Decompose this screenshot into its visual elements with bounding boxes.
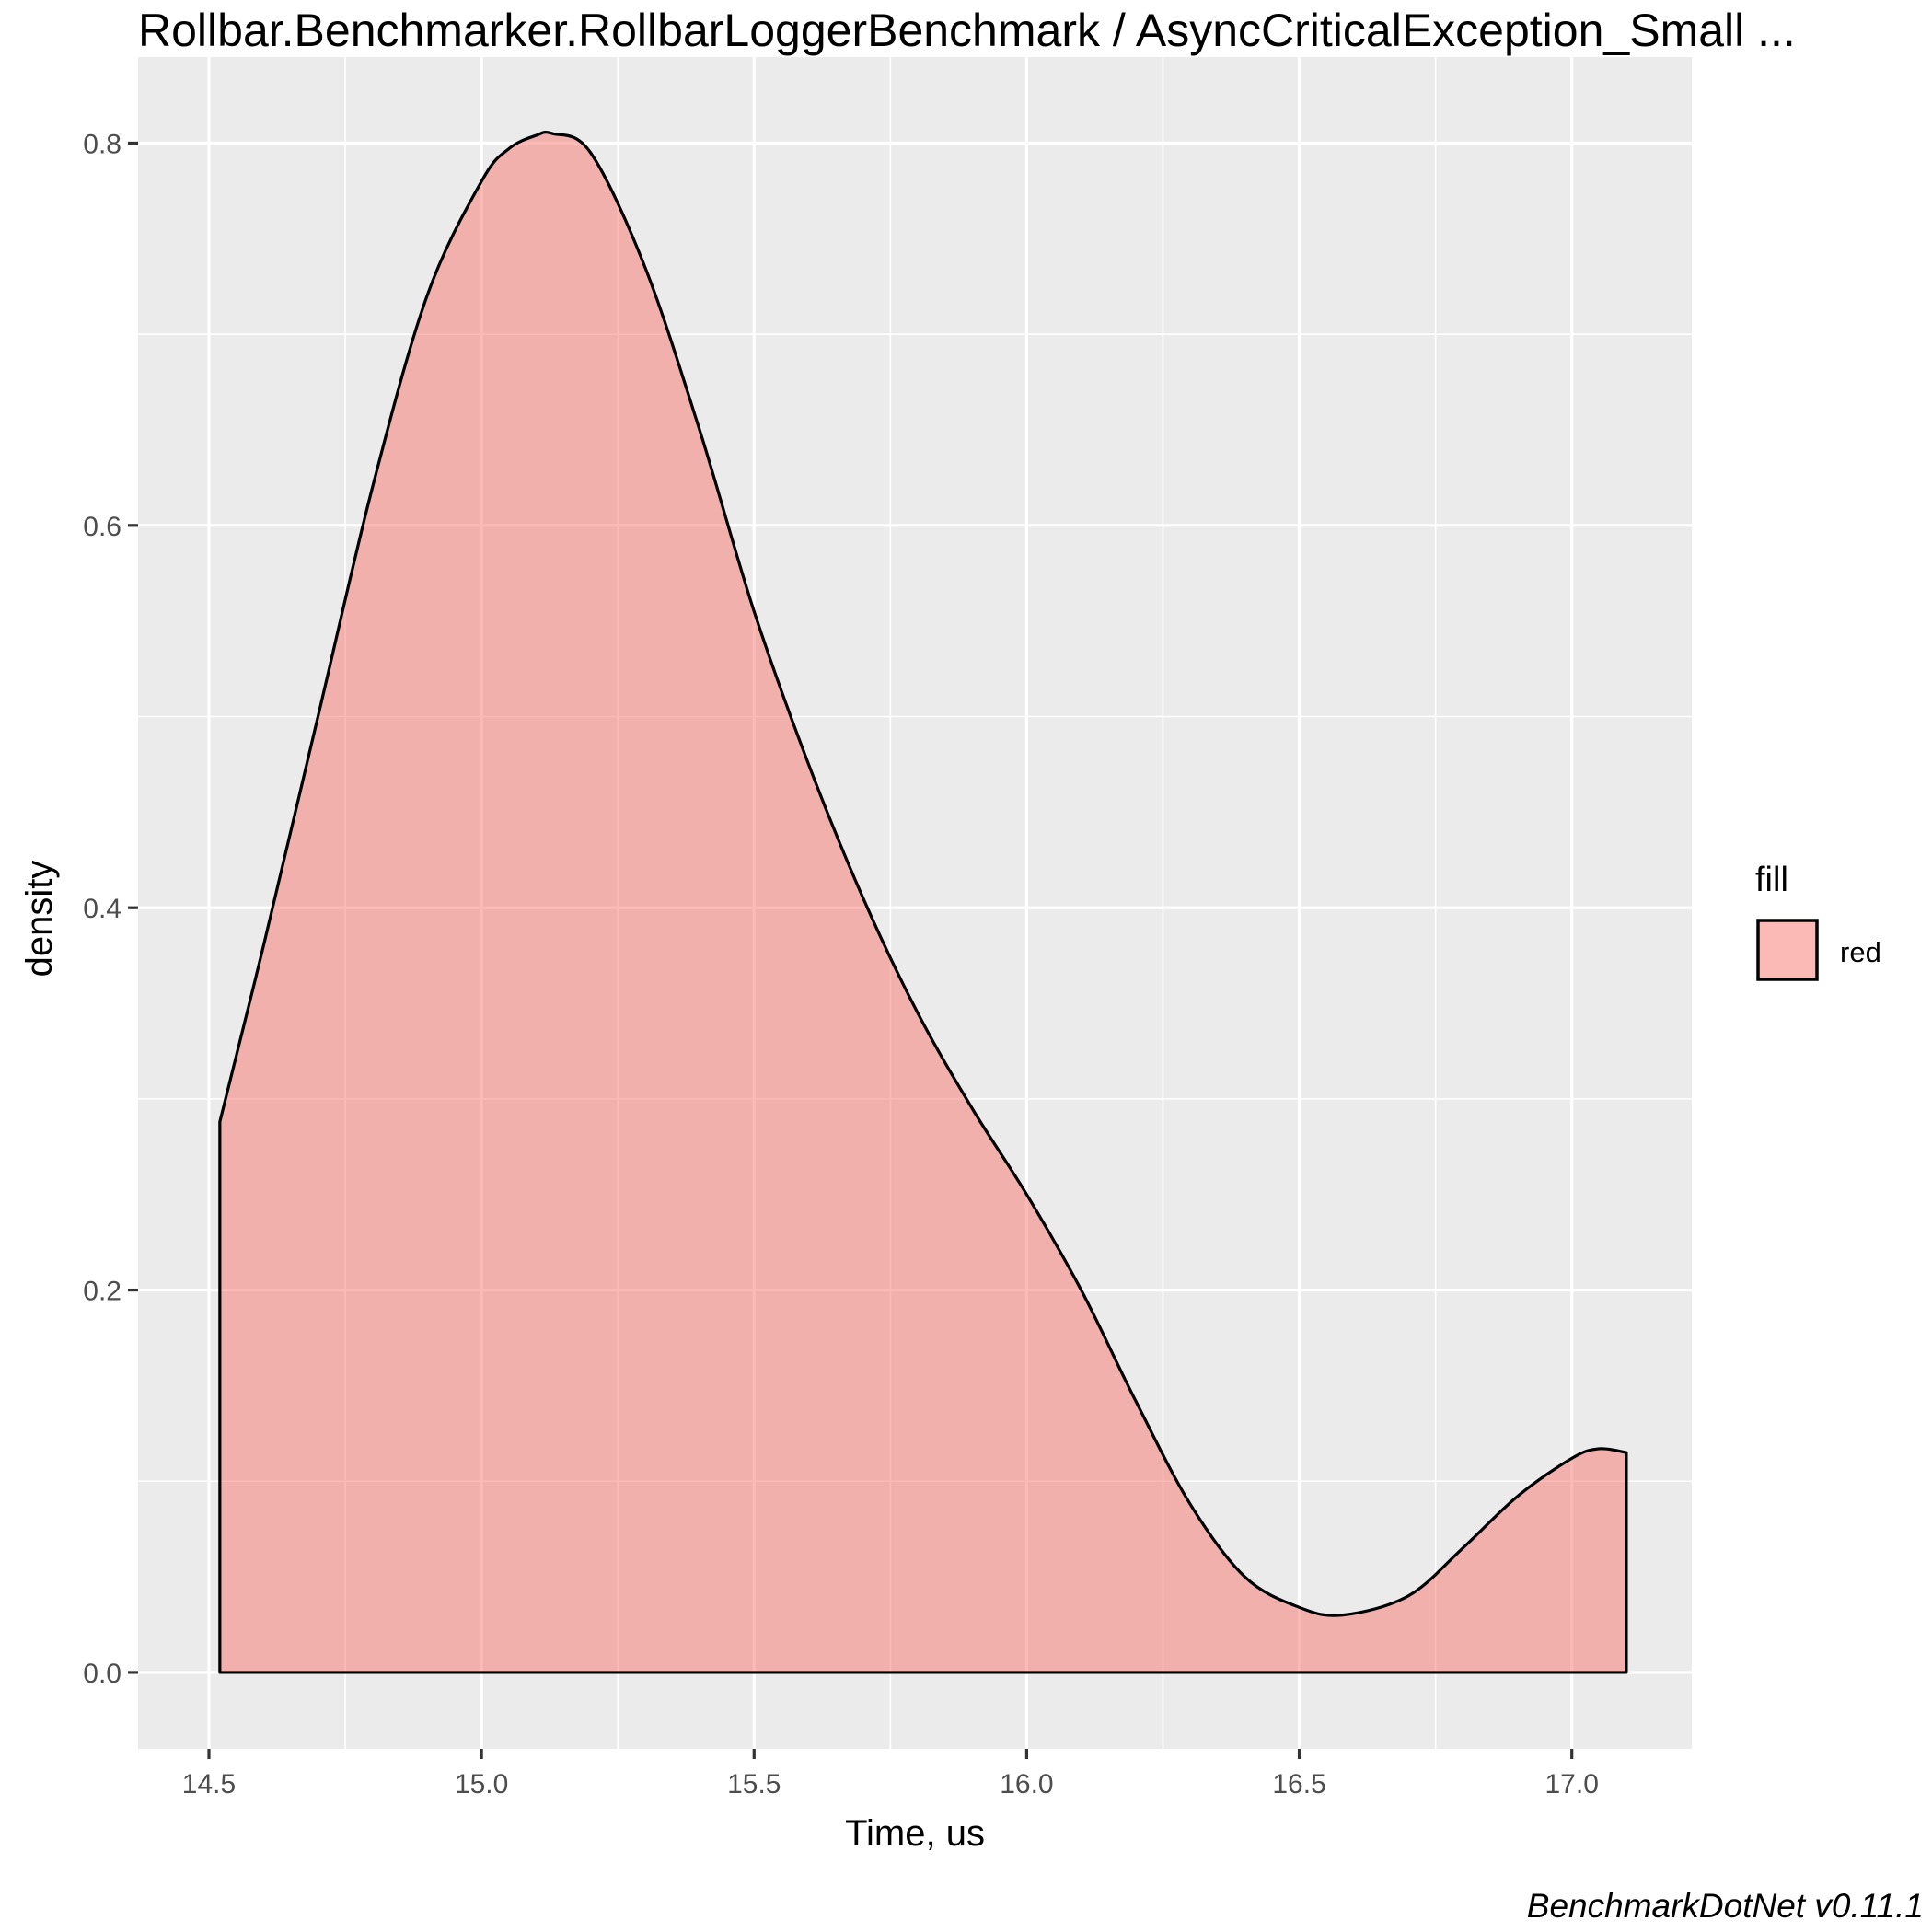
x-axis-title: Time, us bbox=[845, 1813, 985, 1854]
y-tick-label: 0.6 bbox=[83, 512, 121, 542]
legend-label-red: red bbox=[1840, 936, 1881, 968]
series-layer bbox=[218, 131, 1628, 1674]
legend-title: fill bbox=[1755, 861, 1788, 899]
y-tick-label: 0.4 bbox=[83, 894, 121, 924]
x-tick-label: 14.5 bbox=[182, 1769, 236, 1799]
y-tick-label: 0.2 bbox=[83, 1277, 121, 1307]
density-area-red bbox=[218, 131, 1628, 1674]
y-tick-label: 0.8 bbox=[83, 129, 121, 159]
chart-title: Rollbar.Benchmarker.RollbarLoggerBenchma… bbox=[138, 5, 1796, 56]
legend-key-red bbox=[1756, 919, 1819, 981]
x-tick-label: 15.5 bbox=[727, 1769, 781, 1799]
legend: fill red bbox=[1755, 861, 1881, 981]
caption: BenchmarkDotNet v0.11.1 bbox=[1527, 1887, 1924, 1925]
axis-ticks bbox=[128, 141, 1574, 1759]
y-tick-label: 0.0 bbox=[83, 1659, 121, 1689]
x-tick-label: 16.0 bbox=[1000, 1769, 1053, 1799]
tick-labels: 14.5 15.0 15.5 16.0 16.5 17.0 0.0 0.2 0.4 0.6 0.8 bbox=[83, 129, 1599, 1799]
y-axis-title: density bbox=[19, 861, 60, 978]
x-tick-label: 17.0 bbox=[1545, 1769, 1599, 1799]
x-tick-label: 16.5 bbox=[1272, 1769, 1325, 1799]
x-tick-label: 15.0 bbox=[455, 1769, 508, 1799]
